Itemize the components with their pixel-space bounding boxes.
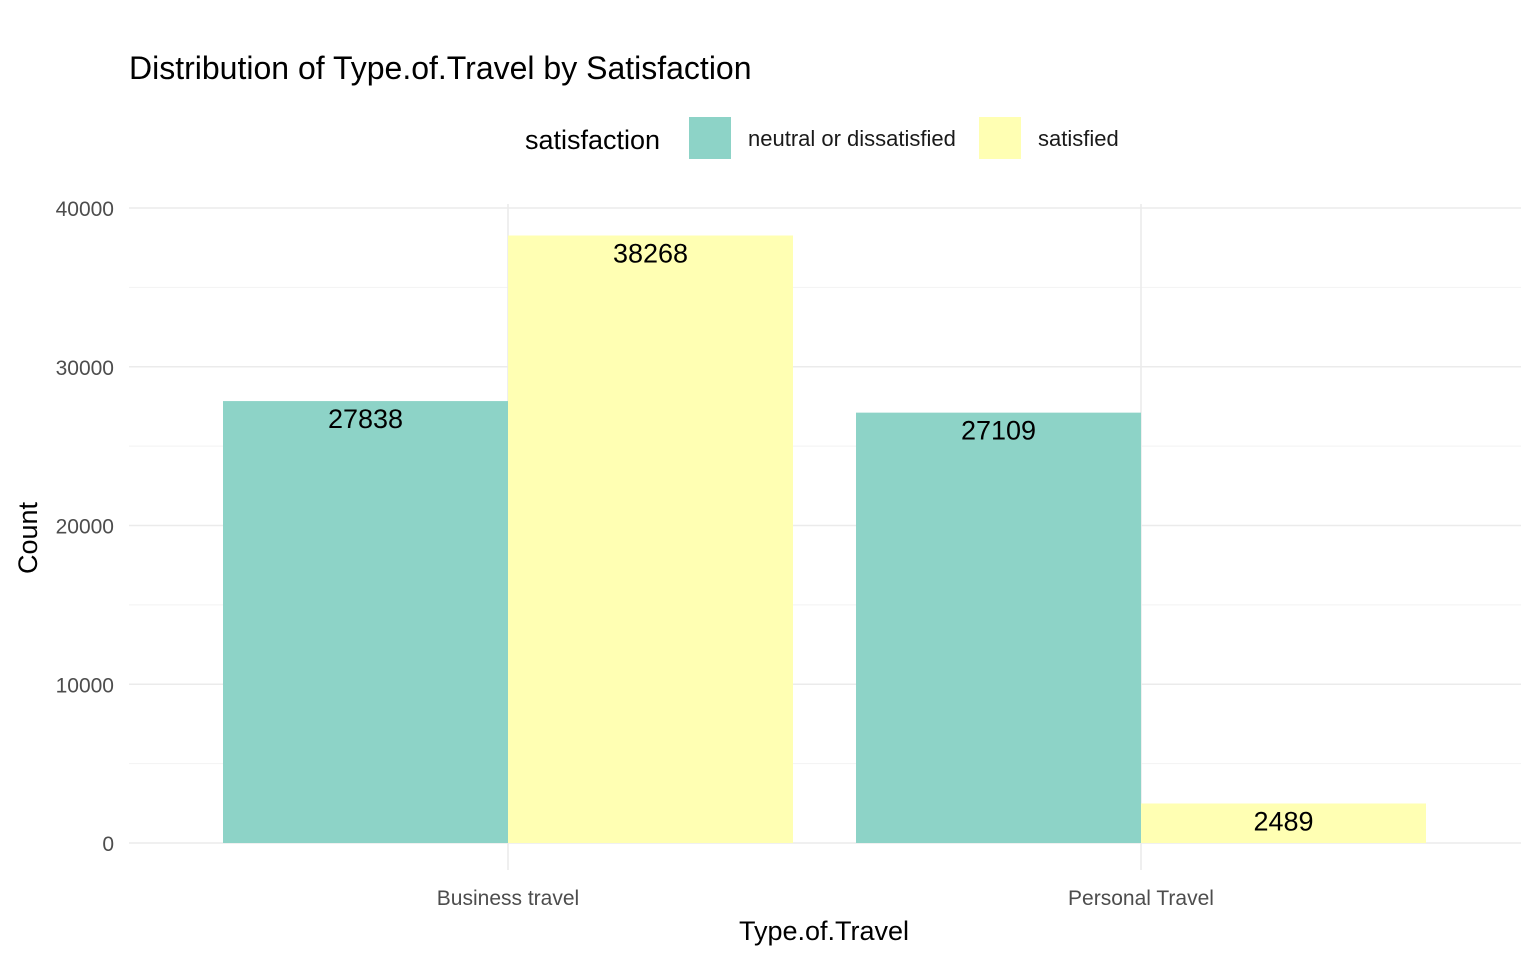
y-tick-label: 10000 bbox=[56, 674, 114, 697]
bar bbox=[856, 412, 1141, 843]
x-tick-label: Personal Travel bbox=[1068, 887, 1214, 910]
legend-title: satisfaction bbox=[525, 125, 660, 155]
y-tick-label: 40000 bbox=[56, 198, 114, 221]
bar bbox=[223, 401, 508, 843]
x-tick-label: Business travel bbox=[437, 887, 579, 910]
chart-title: Distribution of Type.of.Travel by Satisf… bbox=[129, 50, 752, 86]
bar-data-label: 27109 bbox=[961, 416, 1036, 446]
bar bbox=[1141, 803, 1426, 843]
bar-data-label: 2489 bbox=[1253, 806, 1313, 836]
legend: satisfaction neutral or dissatisfied sat… bbox=[525, 117, 1119, 159]
y-tick-label: 20000 bbox=[56, 516, 114, 539]
bar-data-label: 38268 bbox=[613, 238, 688, 268]
legend-swatch-satisfied bbox=[979, 117, 1021, 159]
x-axis-tick-labels: Business travel Personal Travel bbox=[437, 887, 1214, 910]
legend-swatch-neutral-or-dissatisfied bbox=[689, 117, 731, 159]
bar-data-label: 27838 bbox=[328, 404, 403, 434]
legend-label-neutral-or-dissatisfied: neutral or dissatisfied bbox=[748, 126, 956, 151]
legend-label-satisfied: satisfied bbox=[1038, 126, 1119, 151]
y-axis-tick-labels: 0 10000 20000 30000 40000 bbox=[56, 198, 114, 856]
y-axis-title: Count bbox=[13, 501, 43, 574]
y-tick-label: 0 bbox=[102, 833, 114, 856]
x-axis-title: Type.of.Travel bbox=[739, 916, 909, 946]
bars: 27838 38268 27109 2489 bbox=[223, 235, 1426, 844]
bar bbox=[508, 235, 793, 844]
y-tick-label: 30000 bbox=[56, 357, 114, 380]
